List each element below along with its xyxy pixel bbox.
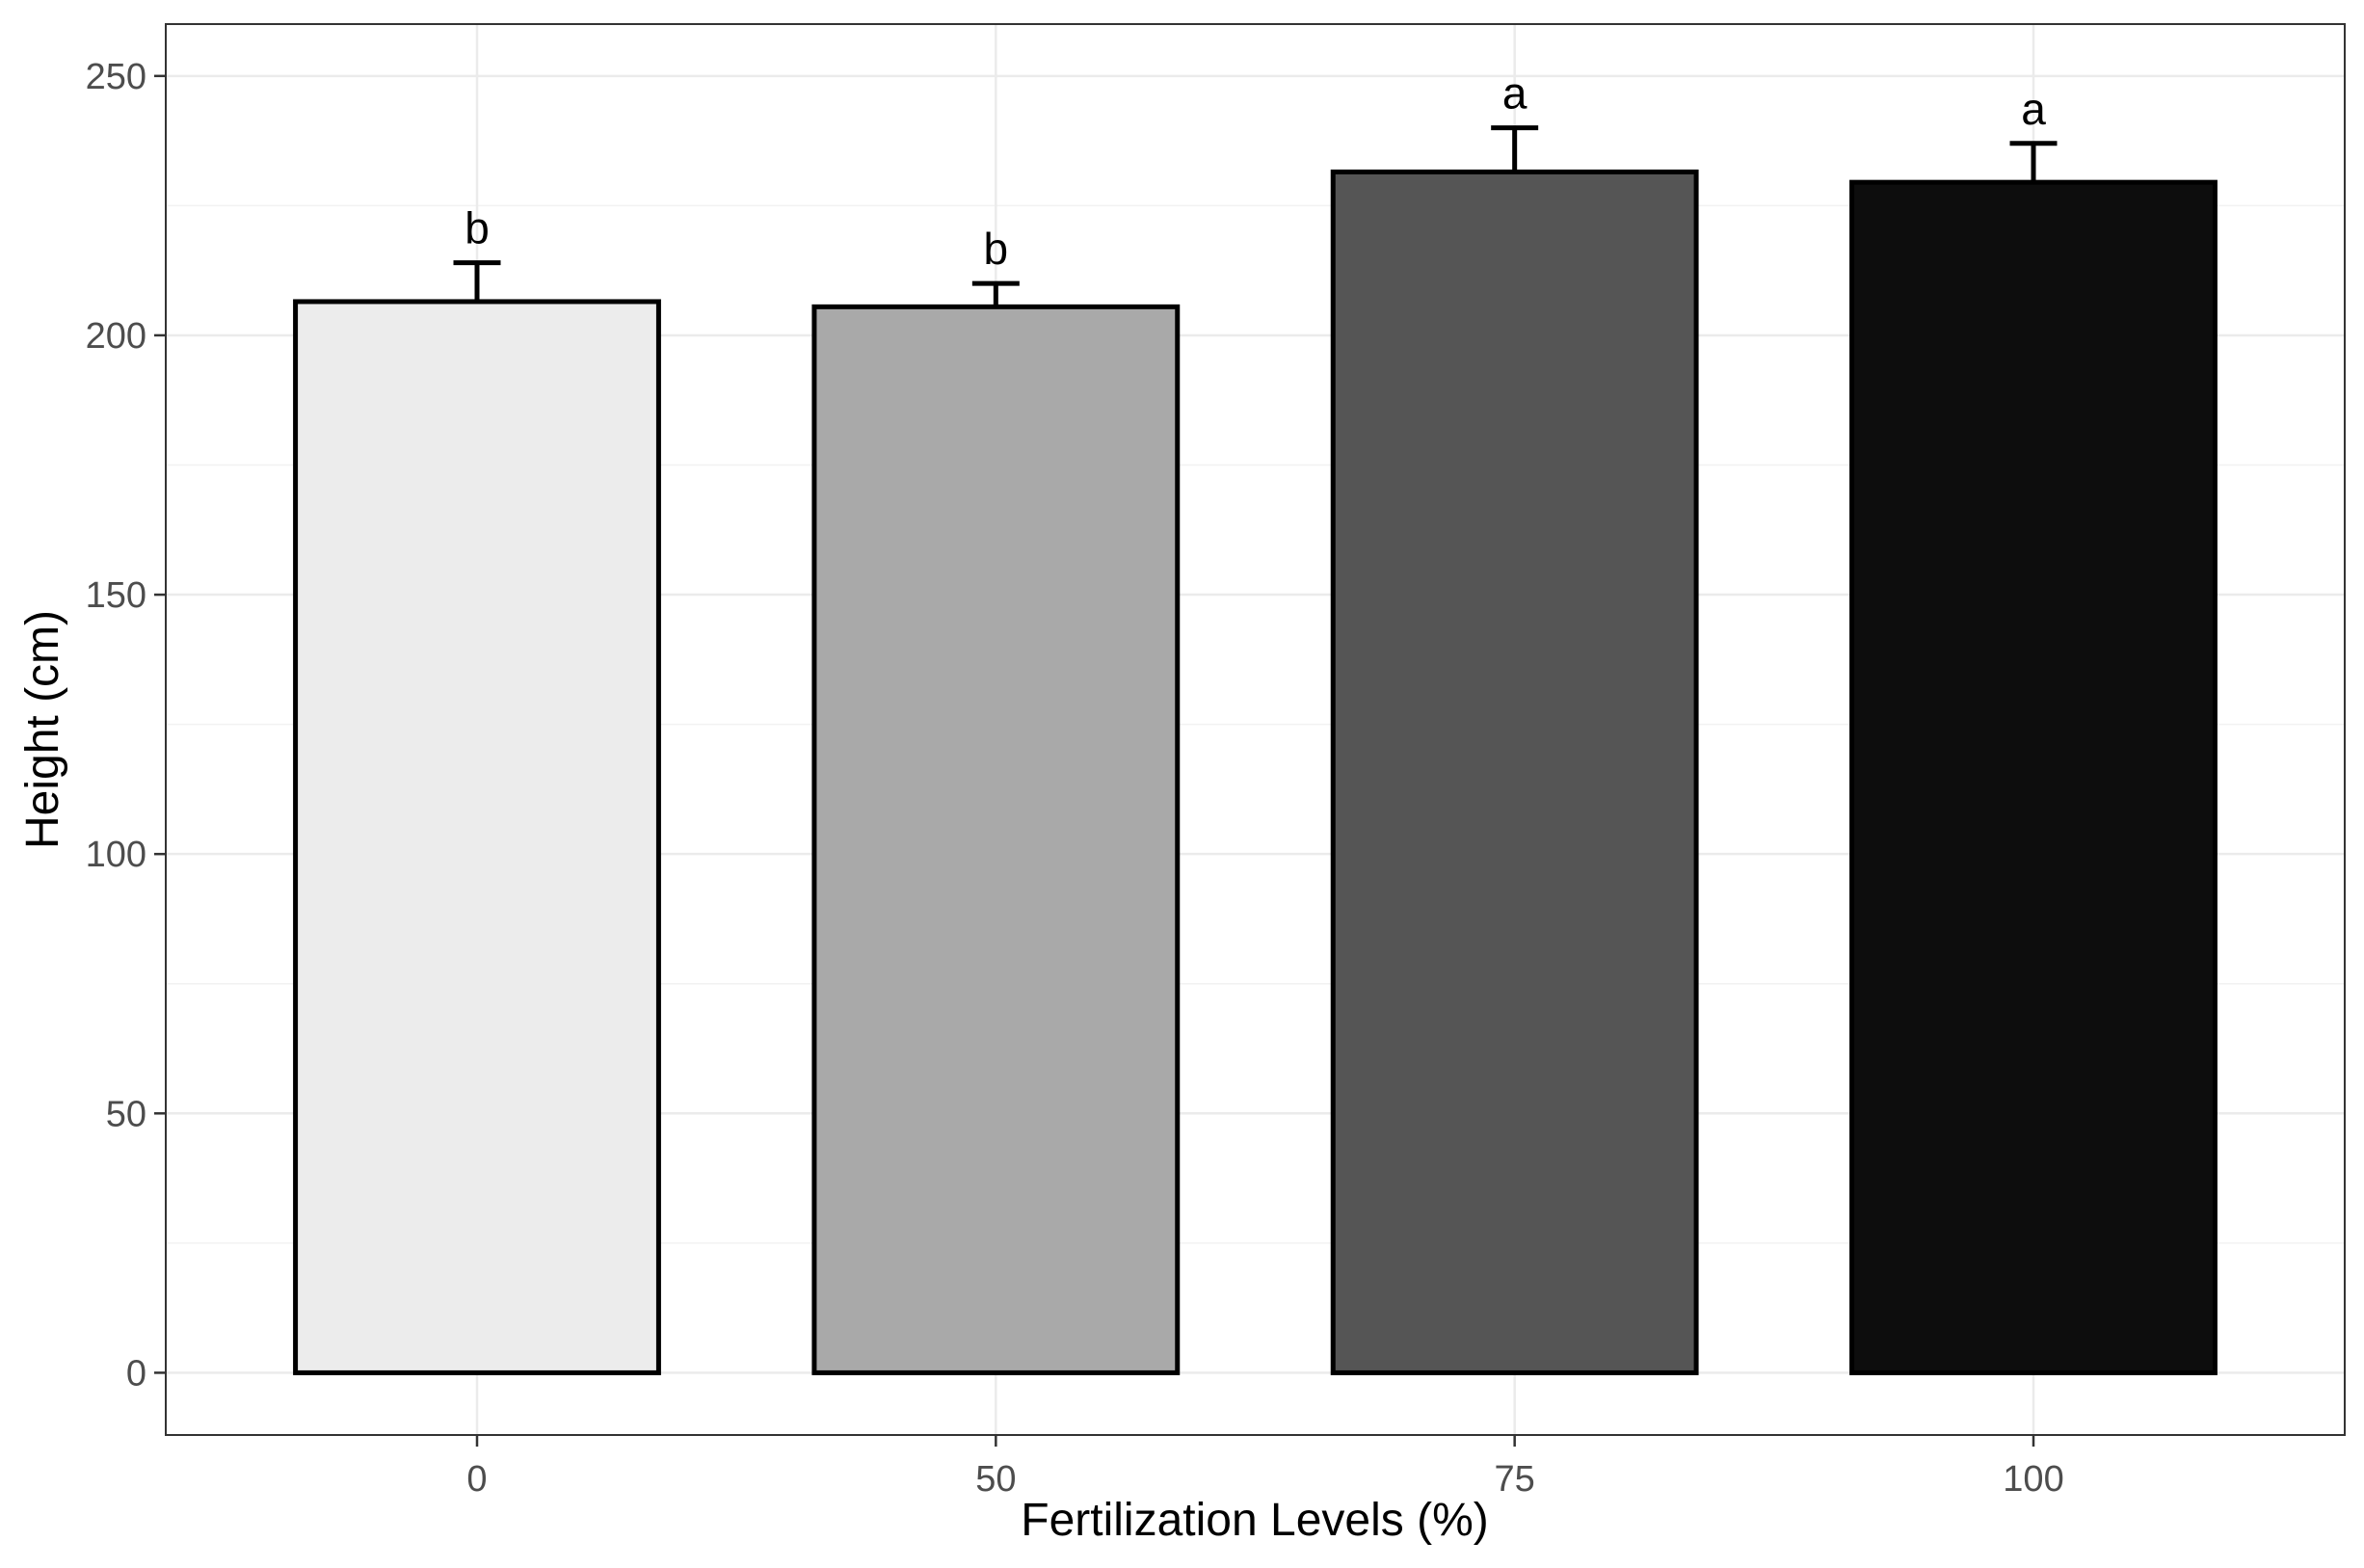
y-tick-label: 50 [106, 1094, 146, 1134]
significance-label: a [2021, 84, 2046, 134]
significance-label: b [465, 203, 490, 253]
panel-border [165, 23, 2346, 1436]
bars-group [293, 169, 2218, 1375]
y-tick-label: 100 [86, 835, 146, 875]
x-tick-label: 100 [2003, 1459, 2063, 1500]
significance-label: b [984, 224, 1009, 274]
y-tick-label: 250 [86, 57, 146, 97]
significance-labels-group: b b a a [465, 68, 2046, 274]
y-tick-label: 150 [86, 575, 146, 616]
x-axis-ticks: 0 50 75 100 [466, 1435, 2064, 1500]
bar [1330, 169, 1699, 1375]
significance-label: a [1502, 68, 1527, 119]
x-tick-label: 50 [975, 1459, 1016, 1500]
y-axis-title: Height (cm) [17, 610, 68, 849]
x-tick-label: 75 [1495, 1459, 1535, 1500]
bar [293, 299, 661, 1375]
x-axis-title: Fertilization Levels (%) [1021, 1495, 1488, 1546]
bar [1849, 179, 2218, 1375]
y-axis-ticks: 0 50 100 150 200 250 [86, 57, 166, 1394]
error-bars-group [453, 125, 2058, 307]
y-tick-label: 200 [86, 316, 146, 357]
x-tick-label: 0 [466, 1459, 487, 1500]
y-tick-label: 0 [126, 1353, 146, 1394]
bar [811, 304, 1181, 1375]
